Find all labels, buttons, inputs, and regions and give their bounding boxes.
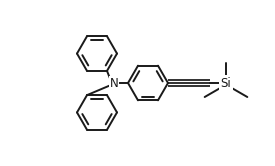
Text: N: N — [110, 77, 118, 89]
Text: Si: Si — [221, 77, 231, 89]
